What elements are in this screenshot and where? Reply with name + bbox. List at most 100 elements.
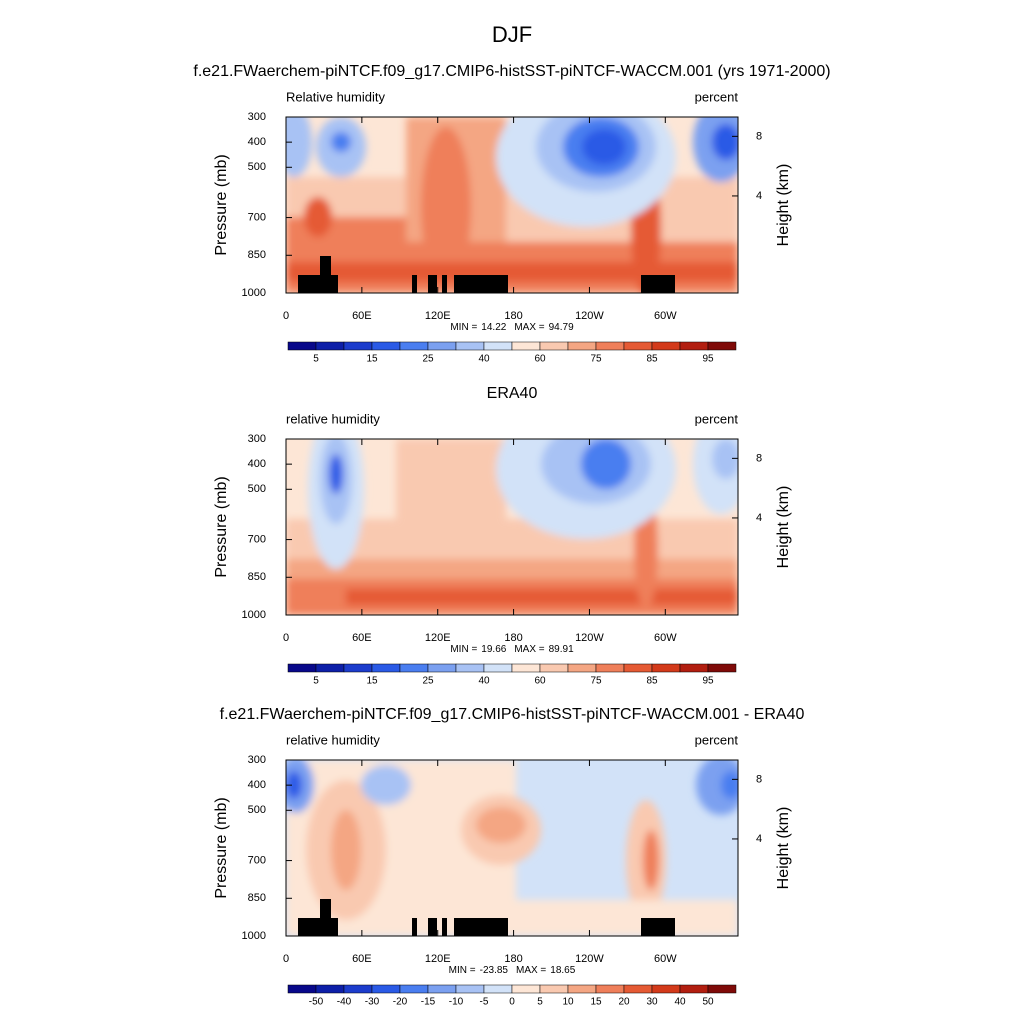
colorbar-swatch	[371, 663, 401, 673]
colorbar-label: 40	[674, 997, 686, 1008]
colorbar-label: 85	[646, 676, 658, 687]
panel-title: f.e21.FWaerchem-piNTCF.f09_g17.CMIP6-his…	[193, 63, 830, 80]
min: 14.22	[481, 322, 506, 333]
colorbar-label: 5	[313, 354, 319, 365]
x-tick-label: 120W	[575, 953, 604, 965]
y2-tick-label: 8	[756, 130, 762, 142]
colorbar-swatch	[623, 663, 653, 673]
y2-tick-label: 8	[756, 452, 762, 464]
colorbar-label: 60	[534, 354, 546, 365]
colorbar-label: 15	[366, 676, 378, 687]
colorbar-swatch	[679, 663, 709, 673]
colorbar-swatch	[567, 341, 597, 351]
y-tick-label: 400	[248, 779, 266, 791]
x-tick-label: 0	[283, 953, 289, 965]
y-tick-label: 1000	[242, 930, 266, 942]
left-label: relative humidity	[286, 732, 380, 747]
x-tick-label: 60E	[352, 632, 372, 644]
colorbar-swatch	[455, 341, 485, 351]
y-tick-label: 850	[248, 571, 266, 583]
min: 19.66	[481, 644, 506, 655]
colorbar-label: 30	[646, 997, 658, 1008]
y2-tick-label: 4	[756, 190, 762, 202]
plot-frame	[285, 759, 739, 937]
y-tick-label: 400	[248, 136, 266, 148]
colorbar-swatch	[399, 984, 429, 994]
y-tick-label: 500	[248, 804, 266, 816]
colorbar-label: 15	[366, 354, 378, 365]
colorbar-swatch	[343, 663, 373, 673]
y-tick-label: 500	[248, 483, 266, 495]
colorbar-swatch	[511, 341, 541, 351]
colorbar-swatch	[399, 663, 429, 673]
y-axis-label: Pressure (mb)	[213, 797, 230, 898]
colorbar-label: -5	[480, 997, 489, 1008]
colorbar-swatch	[427, 341, 457, 351]
panel-title: ERA40	[487, 385, 538, 402]
colorbar-swatch	[399, 341, 429, 351]
y-tick-label: 300	[248, 754, 266, 766]
colorbar-swatch	[707, 984, 737, 994]
y-tick-label: 300	[248, 433, 266, 445]
colorbar-swatch	[315, 984, 345, 994]
colorbar-label: 95	[702, 354, 714, 365]
y-tick-label: 1000	[242, 287, 266, 299]
colorbar-swatch	[287, 984, 317, 994]
colorbar-label: 50	[702, 997, 714, 1008]
y-tick-label: 500	[248, 161, 266, 173]
colorbar-label: 10	[562, 997, 574, 1008]
colorbar-label: 15	[590, 997, 602, 1008]
max-label: MAX =	[514, 644, 544, 655]
colorbar-swatch	[567, 663, 597, 673]
y-tick-label: 850	[248, 892, 266, 904]
y-tick-label: 400	[248, 458, 266, 470]
min: -23.85	[480, 965, 509, 976]
right-label: percent	[695, 411, 739, 426]
colorbar-swatch	[287, 663, 317, 673]
colorbar-label: 75	[590, 676, 602, 687]
x-tick-label: 60W	[654, 310, 677, 322]
max-label: MAX =	[516, 965, 546, 976]
x-tick-label: 60E	[352, 310, 372, 322]
colorbar-swatch	[343, 341, 373, 351]
contour-field	[286, 760, 738, 936]
x-tick-label: 180	[504, 310, 522, 322]
colorbar-label: -20	[393, 997, 408, 1008]
y-axis-label: Pressure (mb)	[213, 476, 230, 577]
contour-field	[286, 439, 738, 615]
min-max: MIN = 14.22 MAX = 94.79	[450, 322, 574, 333]
colorbar-swatch	[539, 984, 569, 994]
colorbar-label: 85	[646, 354, 658, 365]
x-tick-label: 120E	[425, 632, 451, 644]
colorbar-label: -10	[449, 997, 464, 1008]
colorbar-swatch	[455, 663, 485, 673]
colorbar-swatch	[539, 341, 569, 351]
contour-field	[286, 117, 738, 293]
right-label: percent	[695, 89, 739, 104]
y2-axis-label: Height (km)	[775, 807, 792, 890]
colorbar-swatch	[427, 984, 457, 994]
max: 18.65	[550, 965, 575, 976]
y2-tick-label: 8	[756, 773, 762, 785]
colorbar-swatch	[427, 663, 457, 673]
colorbar-label: 20	[618, 997, 630, 1008]
right-label: percent	[695, 732, 739, 747]
y-tick-label: 850	[248, 249, 266, 261]
colorbar-swatch	[343, 984, 373, 994]
y-tick-label: 300	[248, 111, 266, 123]
y2-tick-label: 4	[756, 833, 762, 845]
colorbar-swatch	[483, 984, 513, 994]
colorbar-swatch	[371, 984, 401, 994]
x-tick-label: 60E	[352, 953, 372, 965]
left-label: Relative humidity	[286, 89, 385, 104]
colorbar-swatch	[539, 663, 569, 673]
plot-frame	[285, 116, 739, 294]
colorbar-label: 60	[534, 676, 546, 687]
colorbar-swatch	[595, 663, 625, 673]
y2-axis-label: Height (km)	[775, 486, 792, 569]
x-tick-label: 60W	[654, 953, 677, 965]
colorbar-swatch	[511, 984, 541, 994]
colorbar-swatch	[483, 341, 513, 351]
y-tick-label: 700	[248, 211, 266, 223]
y2-tick-label: 4	[756, 512, 762, 524]
